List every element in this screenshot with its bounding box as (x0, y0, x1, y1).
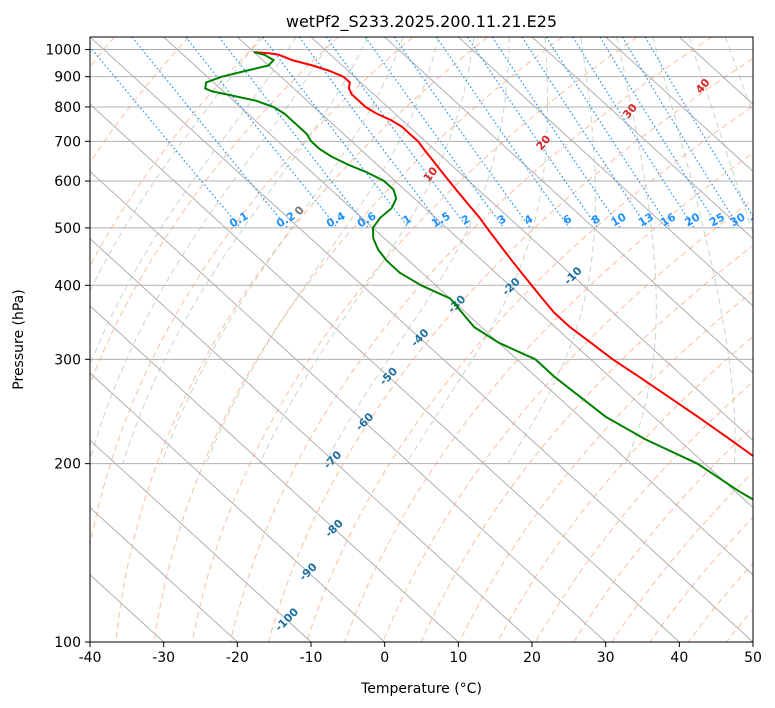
moist-adiabat (405, 37, 549, 464)
dry-adiabat (90, 37, 264, 267)
mixing-ratio-line (435, 37, 570, 229)
isotherm (531, 37, 753, 240)
mixing-ratio-line (364, 37, 505, 229)
dry-adiabat (90, 37, 339, 386)
plot-frame (89, 36, 754, 643)
x-tick-label: 50 (744, 650, 762, 666)
isotherm (310, 37, 753, 442)
dry-adiabat (649, 516, 753, 642)
y-tick-label: 600 (54, 174, 81, 190)
mixing-ratio-line (572, 37, 695, 229)
isotherm (90, 439, 312, 642)
y-tick-label: 800 (54, 100, 81, 116)
moist-adiabat (616, 37, 657, 464)
moist-adiabat (160, 37, 404, 464)
x-tick-label: 20 (523, 650, 541, 666)
dry-adiabat (306, 105, 753, 642)
y-axis-title: Pressure (hPa) (11, 289, 27, 389)
mixing-ratio-line (325, 37, 468, 229)
isotherm (457, 37, 753, 307)
mixing-ratio-line (393, 37, 531, 229)
dry-adiabat (153, 37, 563, 642)
x-tick-label: -20 (226, 650, 249, 666)
isotherm (90, 237, 533, 642)
profile-lines (204, 51, 753, 501)
mixing-ratio-line (466, 37, 599, 229)
mixing-ratio-line (185, 37, 339, 229)
x-tick-label: -10 (300, 650, 323, 666)
y-tick-label: 700 (54, 134, 81, 150)
moist-adiabat (507, 37, 596, 464)
x-tick-label: -40 (79, 650, 102, 666)
mixing-ratio-line (491, 37, 621, 229)
x-tick-label: 10 (449, 650, 467, 666)
moist-adiabat (90, 37, 261, 292)
isotherm (90, 305, 459, 642)
y-tick-label: 500 (54, 221, 81, 237)
y-tick-label: 100 (54, 635, 81, 651)
mixing-ratio-line (521, 37, 649, 229)
dry-adiabat (573, 426, 753, 642)
axis-ticks: -40 -30 -20 -10 0 10 20 30 40 50 1000 900 800 700 600 5… (45, 43, 762, 666)
moist-adiabat (688, 37, 753, 235)
isotherm (384, 37, 753, 374)
isotherm (236, 37, 753, 509)
x-tick-label: -30 (152, 650, 175, 666)
isotherm (90, 37, 753, 642)
x-tick-label: 0 (380, 650, 389, 666)
mixing-ratio-line (545, 37, 671, 229)
moist-adiabat (259, 37, 475, 464)
moist-adiabat (122, 37, 369, 464)
dry-adiabat (382, 198, 753, 642)
chart-title: wetPf2_S233.2025.200.11.21.E25 (286, 12, 557, 32)
dry-adiabat (268, 57, 753, 642)
dry-adiabat (496, 335, 753, 642)
x-tick-label: 30 (597, 650, 615, 666)
mixing-ratio-line (621, 37, 740, 229)
isotherm (90, 506, 238, 642)
isotherm (90, 372, 386, 642)
mixing-ratio-line (262, 37, 410, 229)
dry-adiabat (229, 37, 712, 642)
dry-adiabat (420, 245, 753, 642)
mixing-ratio-line (131, 37, 289, 229)
y-tick-label: 900 (54, 70, 81, 86)
mixing-ratio-line (298, 37, 444, 229)
mixing-ratio-line (90, 46, 242, 229)
y-tick-label: 200 (54, 457, 81, 473)
dry-adiabat (191, 37, 638, 642)
temperature-profile (253, 51, 753, 458)
y-tick-label: 1000 (45, 43, 81, 59)
dry-adiabat (344, 152, 753, 642)
isotherm (90, 103, 680, 642)
dry-adiabat (458, 290, 753, 642)
moist-adiabat (324, 37, 510, 464)
dry-adiabat (90, 37, 414, 548)
mixing-ratio-label: 36 (748, 210, 768, 229)
dewpoint-profile (204, 51, 753, 501)
y-tick-label: 400 (54, 278, 81, 294)
isotherm (90, 170, 607, 642)
x-tick-label: 40 (670, 650, 688, 666)
x-axis-title: Temperature (°C) (360, 681, 482, 697)
moist-adiabat (90, 37, 297, 366)
background-lines (90, 37, 753, 642)
isotherm (605, 37, 753, 173)
dry-adiabat (115, 37, 488, 642)
y-tick-label: 300 (54, 352, 81, 368)
